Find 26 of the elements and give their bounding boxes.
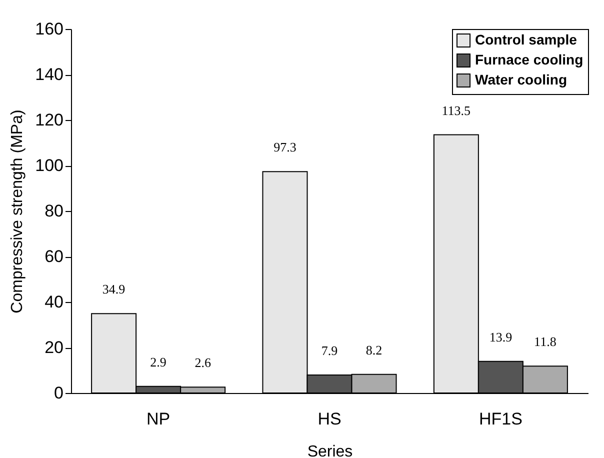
- y-tick-label: 40: [44, 292, 64, 312]
- x-axis-title: Series: [307, 444, 353, 458]
- data-label: 2.6: [194, 355, 212, 370]
- legend-label: Control sample: [475, 32, 578, 48]
- legend-label: Water cooling: [475, 72, 568, 88]
- x-tick-label: HS: [318, 410, 342, 428]
- data-label: 97.3: [274, 140, 296, 155]
- y-tick-label: 120: [35, 110, 64, 130]
- legend-label: Furnace cooling: [475, 52, 584, 68]
- x-tick-label: NP: [146, 410, 170, 428]
- y-tick-label: 0: [54, 384, 64, 402]
- x-tick-label: HF1S: [478, 410, 522, 428]
- y-tick-label: 160: [35, 20, 64, 38]
- data-label: 7.9: [321, 343, 338, 358]
- data-label: 2.9: [150, 354, 166, 370]
- y-tick-label: 140: [35, 65, 64, 84]
- y-tick-label: 60: [44, 247, 64, 266]
- data-label: 113.5: [442, 102, 471, 118]
- data-label: 13.9: [489, 329, 512, 344]
- y-axis-title: Compressive strength (MPa): [9, 110, 26, 314]
- data-label: 11.8: [534, 334, 556, 350]
- data-label: 8.2: [366, 342, 382, 358]
- y-tick-label: 100: [35, 156, 64, 175]
- y-tick-label: 80: [44, 202, 64, 220]
- y-tick-label: 20: [44, 338, 64, 357]
- data-label: 34.9: [102, 282, 126, 297]
